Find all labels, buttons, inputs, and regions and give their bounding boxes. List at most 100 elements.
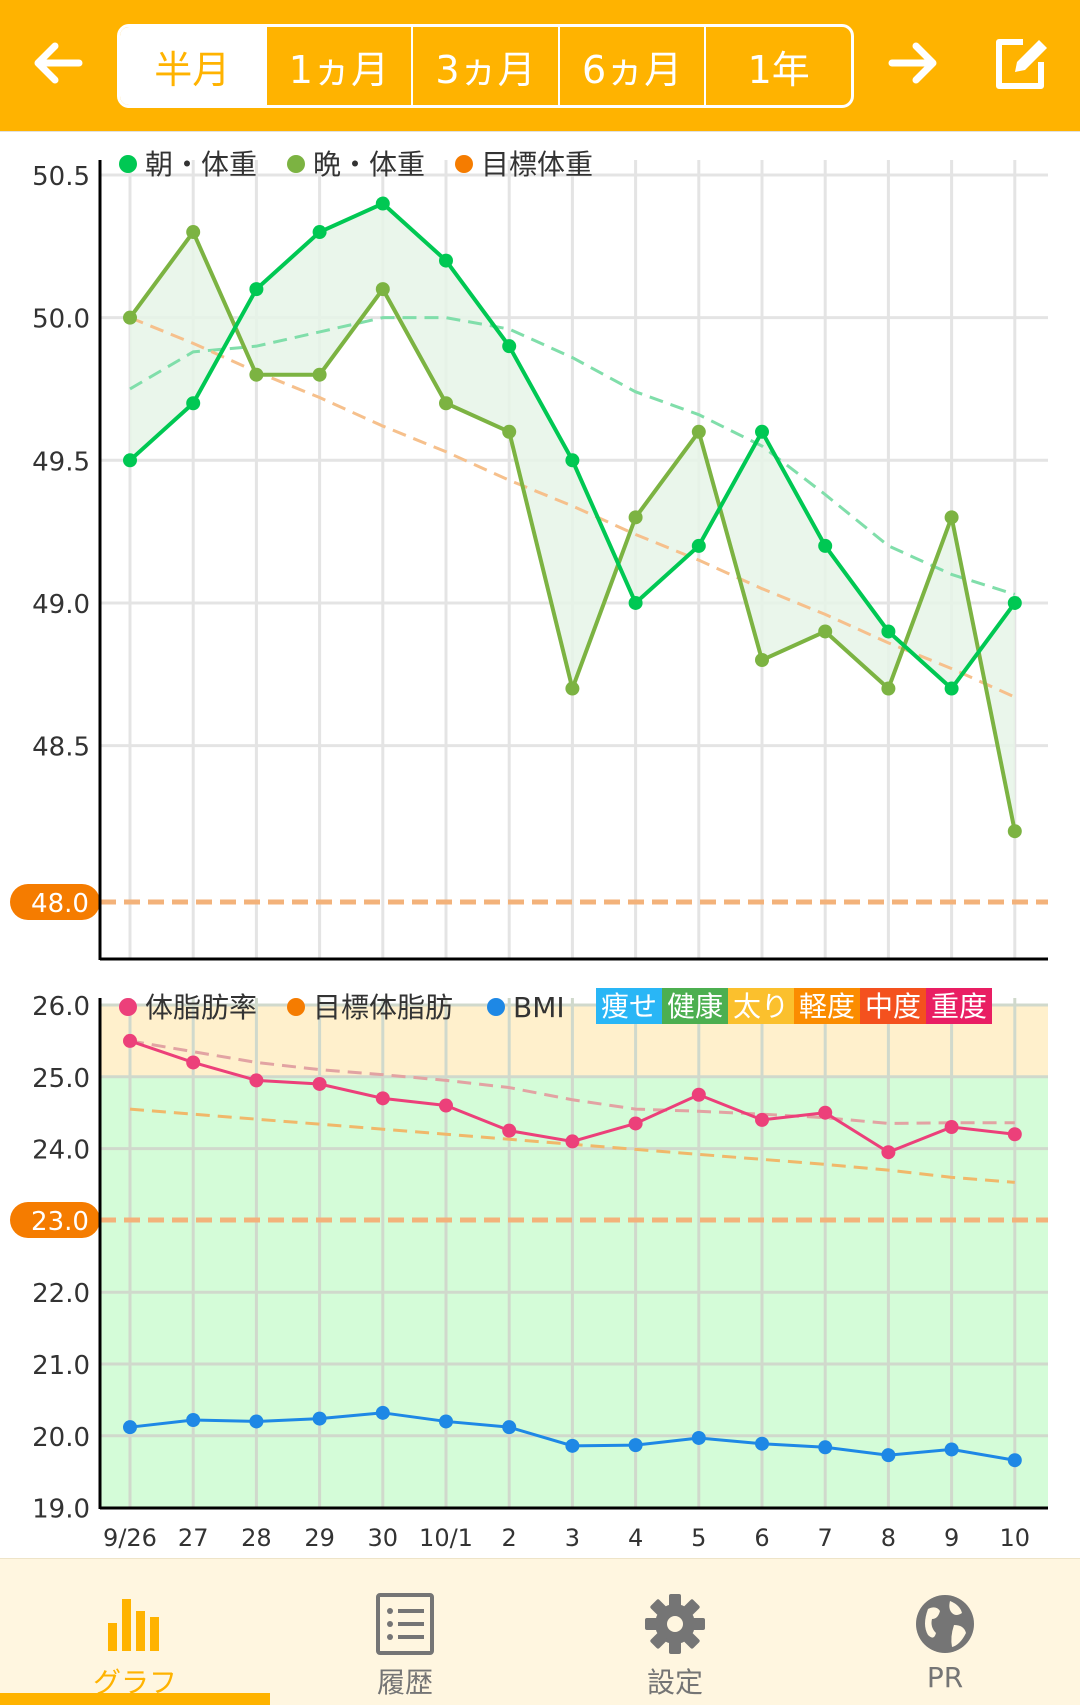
bmi-point[interactable] bbox=[123, 1420, 137, 1435]
evening-weight-point[interactable] bbox=[312, 367, 327, 382]
evening-weight-point[interactable] bbox=[375, 282, 390, 297]
body-fat-point[interactable] bbox=[944, 1120, 959, 1135]
period-tabs: 半月 1ヵ月 3ヵ月 6ヵ月 1年 bbox=[117, 24, 854, 108]
morning-weight-point[interactable] bbox=[123, 453, 137, 468]
bmi-point[interactable] bbox=[818, 1440, 833, 1455]
x-tick-label: 2 bbox=[502, 1524, 517, 1552]
weight-y-tick: 49.0 bbox=[32, 590, 90, 620]
body-fat-point[interactable] bbox=[691, 1087, 706, 1102]
evening-weight-point[interactable] bbox=[186, 225, 201, 240]
body-fat-point[interactable] bbox=[375, 1091, 390, 1106]
body-fat-point[interactable] bbox=[755, 1112, 769, 1127]
morning-weight-point[interactable] bbox=[628, 595, 643, 610]
fat-y-tick: 25.0 bbox=[32, 1064, 90, 1094]
edit-icon bbox=[996, 39, 1047, 89]
morning-weight-point[interactable] bbox=[439, 253, 453, 268]
tab-6-months[interactable]: 6ヵ月 bbox=[560, 27, 707, 105]
morning-weight-point[interactable] bbox=[691, 538, 706, 553]
body-fat-point[interactable] bbox=[439, 1098, 453, 1113]
nav-pr-label: PR bbox=[926, 1661, 964, 1694]
body-fat-point[interactable] bbox=[881, 1145, 896, 1160]
x-tick-label: 7 bbox=[818, 1524, 833, 1552]
morning-weight-point[interactable] bbox=[502, 339, 517, 354]
morning-weight-point[interactable] bbox=[565, 453, 580, 468]
nav-settings-label: 設定 bbox=[646, 1666, 703, 1699]
bmi-category-chip bbox=[662, 988, 728, 1024]
bmi-point[interactable] bbox=[944, 1442, 959, 1457]
nav-graph[interactable]: グラフ bbox=[0, 1559, 270, 1705]
nav-history-label: 履歴 bbox=[376, 1666, 433, 1699]
bmi-point[interactable] bbox=[1007, 1453, 1022, 1468]
fat-legend: 体脂肪率 目標体脂肪 BMI bbox=[119, 991, 565, 1024]
x-tick-label: 30 bbox=[368, 1524, 399, 1552]
morning-weight-point[interactable] bbox=[312, 225, 327, 240]
weight-y-tick: 50.5 bbox=[32, 162, 90, 192]
evening-weight-point[interactable] bbox=[944, 510, 959, 525]
tab-1-year[interactable]: 1年 bbox=[747, 47, 810, 92]
bmi-point[interactable] bbox=[249, 1414, 264, 1429]
bmi-point[interactable] bbox=[691, 1430, 706, 1445]
morning-weight-point[interactable] bbox=[249, 282, 264, 297]
body-fat-point[interactable] bbox=[628, 1116, 643, 1131]
nav-pr[interactable]: PR bbox=[810, 1559, 1080, 1705]
bmi-point[interactable] bbox=[565, 1438, 580, 1453]
bmi-category-chip bbox=[860, 988, 926, 1024]
evening-weight-point[interactable] bbox=[755, 653, 769, 668]
goal-fat-label: 23.0 bbox=[31, 1207, 89, 1237]
back-button[interactable] bbox=[23, 28, 93, 98]
morning-weight-point[interactable] bbox=[881, 624, 896, 639]
evening-weight-point[interactable] bbox=[565, 681, 580, 696]
weight-y-tick: 49.5 bbox=[32, 447, 90, 477]
morning-weight-point[interactable] bbox=[375, 196, 390, 211]
tab-3-months[interactable]: 3ヵ月 bbox=[413, 27, 560, 105]
legend-fat-goal-dot bbox=[287, 998, 305, 1016]
evening-weight-point[interactable] bbox=[249, 367, 264, 382]
bmi-point[interactable] bbox=[312, 1411, 327, 1426]
body-fat-point[interactable] bbox=[818, 1105, 833, 1120]
morning-weight-point[interactable] bbox=[944, 681, 959, 696]
bmi-point[interactable] bbox=[375, 1405, 390, 1420]
body-fat-point[interactable] bbox=[502, 1123, 517, 1138]
evening-weight-point[interactable] bbox=[1007, 824, 1022, 839]
x-tick-label: 9/26 bbox=[103, 1524, 157, 1552]
body-fat-point[interactable] bbox=[123, 1033, 137, 1048]
morning-weight-point[interactable] bbox=[186, 396, 201, 411]
evening-weight-point[interactable] bbox=[439, 396, 453, 411]
evening-weight-point[interactable] bbox=[123, 310, 137, 325]
legend-goal-dot bbox=[455, 155, 473, 173]
nav-settings[interactable]: 設定 bbox=[540, 1559, 810, 1705]
gear-icon bbox=[645, 1594, 705, 1654]
morning-weight-point[interactable] bbox=[818, 538, 833, 553]
weight-chart: 48.0 50.5 50.0 49.5 49.0 48.5 朝・体重 晩・体重 目標体重 bbox=[10, 148, 1048, 961]
body-fat-point[interactable] bbox=[249, 1073, 264, 1088]
body-fat-point[interactable] bbox=[186, 1055, 201, 1070]
tab-1-month[interactable]: 1ヵ月 bbox=[267, 27, 414, 105]
bmi-point[interactable] bbox=[881, 1448, 896, 1463]
x-tick-label: 6 bbox=[754, 1524, 769, 1552]
goal-weight-badge bbox=[10, 884, 100, 920]
tab-half-month[interactable]: 半月 bbox=[120, 27, 267, 105]
body-fat-point[interactable] bbox=[1007, 1127, 1022, 1142]
bmi-point[interactable] bbox=[628, 1438, 643, 1453]
bmi-point[interactable] bbox=[439, 1414, 453, 1429]
bmi-point[interactable] bbox=[755, 1436, 769, 1451]
morning-weight-point[interactable] bbox=[755, 424, 769, 439]
evening-weight-point[interactable] bbox=[628, 510, 643, 525]
body-fat-point[interactable] bbox=[312, 1076, 327, 1091]
bmi-point[interactable] bbox=[186, 1413, 201, 1428]
evening-weight-point[interactable] bbox=[818, 624, 833, 639]
nav-history[interactable]: 履歴 bbox=[270, 1559, 540, 1705]
x-tick-label: 9 bbox=[944, 1524, 959, 1552]
morning-weight-point[interactable] bbox=[1007, 595, 1022, 610]
bmi-point[interactable] bbox=[502, 1420, 517, 1435]
legend-evening-label: 晩・体重 bbox=[313, 148, 425, 181]
edit-button[interactable] bbox=[985, 28, 1055, 98]
active-tab-indicator bbox=[0, 1693, 270, 1705]
bmi-category-label: 健康 bbox=[667, 990, 723, 1023]
evening-weight-point[interactable] bbox=[691, 424, 706, 439]
body-fat-point[interactable] bbox=[565, 1134, 580, 1149]
forward-button[interactable] bbox=[878, 28, 948, 98]
evening-weight-point[interactable] bbox=[881, 681, 896, 696]
list-icon bbox=[376, 1593, 434, 1655]
evening-weight-point[interactable] bbox=[502, 424, 517, 439]
